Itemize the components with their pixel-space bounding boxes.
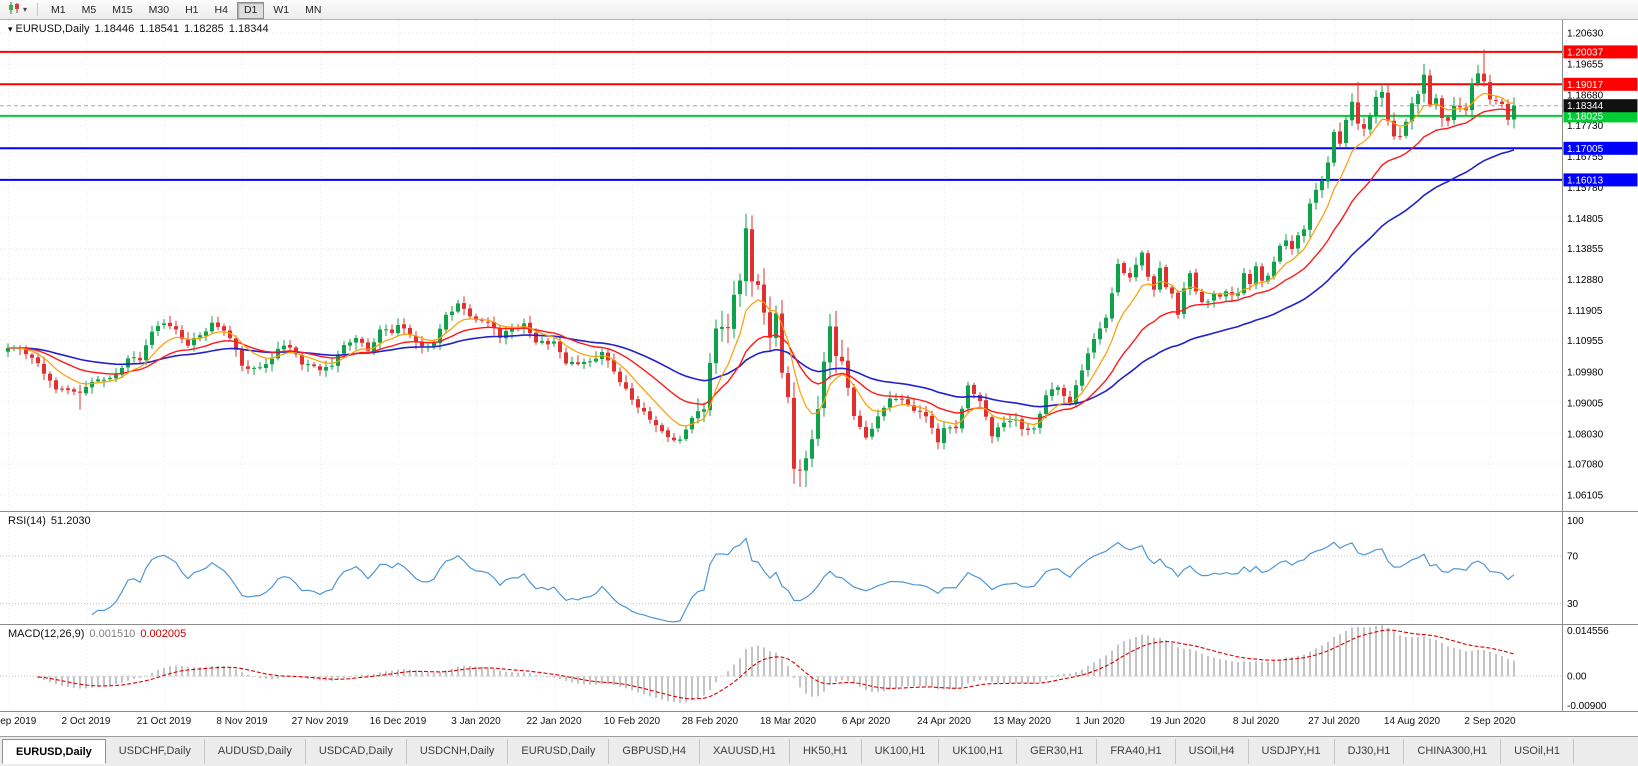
timeframe-button-d1[interactable]: D1 [236, 1, 265, 19]
ma-slow-line [8, 149, 1515, 408]
date-tick-label: 21 Oct 2019 [136, 716, 192, 727]
timeframe-button-w1[interactable]: W1 [266, 2, 296, 19]
svg-text:1.18025: 1.18025 [1567, 111, 1604, 122]
date-tick-label: 8 Jul 2020 [1232, 716, 1280, 727]
timeframe-button-m1[interactable]: M1 [44, 2, 73, 19]
svg-text:30: 30 [1567, 599, 1579, 610]
date-tick-label: 16 Dec 2019 [369, 716, 427, 727]
svg-text:1.08030: 1.08030 [1567, 429, 1604, 440]
date-tick-label: 13 May 2020 [993, 716, 1051, 727]
toolbar-divider [37, 3, 39, 16]
chart-tab-6[interactable]: GBPUSD,H4 [609, 739, 700, 764]
chart-tab-10[interactable]: UK100,H1 [939, 739, 1018, 764]
svg-text:100: 100 [1567, 516, 1584, 527]
rsi-indicator-panel[interactable]: 100 70 30 RSI(14) 51.2030 [0, 512, 1638, 625]
macd-indicator-panel[interactable]: 0.014556 0.00 -0.00900 MACD(12,26,9) 0.0015… [0, 625, 1638, 712]
svg-text:1.06105: 1.06105 [1567, 491, 1604, 502]
chart-tabs-bar: EURUSD,Daily USDCHF,Daily AUDUSD,Daily USDC… [0, 736, 1638, 766]
svg-text:1.07080: 1.07080 [1567, 460, 1604, 471]
chart-tab-9[interactable]: UK100,H1 [862, 739, 940, 764]
main-chart-panel[interactable]: 1.20630 1.19655 1.18680 1.17730 1.16755 1.157… [0, 20, 1638, 512]
chart-tab-13[interactable]: USOil,H4 [1176, 739, 1249, 764]
svg-text:1.19655: 1.19655 [1567, 60, 1604, 71]
timeframe-button-mn[interactable]: MN [298, 2, 328, 19]
date-tick-label: 18 Mar 2020 [759, 716, 817, 727]
svg-text:1.14805: 1.14805 [1567, 214, 1604, 225]
chart-tab-11[interactable]: GER30,H1 [1017, 739, 1098, 764]
date-tick-label: 6 Apr 2020 [841, 716, 891, 727]
date-tick-label: 27 Nov 2019 [291, 716, 349, 727]
timeframe-button-h1[interactable]: H1 [178, 2, 205, 19]
date-tick-label: 2 Oct 2019 [61, 716, 111, 727]
chart-type-dropdown-button[interactable]: ▾ [3, 1, 32, 19]
ma-fast-line [7, 92, 1515, 427]
svg-text:1.19017: 1.19017 [1567, 80, 1604, 91]
date-tick-label: 24 Apr 2020 [917, 716, 971, 727]
svg-text:1.10955: 1.10955 [1567, 336, 1604, 347]
date-tick-label: 2 Sep 2020 [1464, 716, 1516, 727]
date-tick-label: 22 Jan 2020 [526, 716, 582, 727]
timeframe-toolbar: ▾ M1 M5 M15 M30 H1 H4 D1 W1 MN [0, 0, 1638, 20]
svg-text:1.09980: 1.09980 [1567, 367, 1604, 378]
rsi-line [91, 537, 1515, 623]
candlestick-chart-icon [8, 1, 21, 19]
price-axis[interactable]: 1.20630 1.19655 1.18680 1.17730 1.16755 1.157… [1563, 29, 1638, 502]
svg-text:0.00: 0.00 [1567, 672, 1587, 683]
svg-text:1.18680: 1.18680 [1567, 91, 1604, 102]
chart-tab-5[interactable]: EURUSD,Daily [508, 739, 610, 764]
macd-histogram [37, 625, 1515, 703]
svg-text:1.20630: 1.20630 [1567, 29, 1604, 40]
svg-text:1.17005: 1.17005 [1567, 144, 1604, 155]
svg-text:1.17730: 1.17730 [1567, 121, 1604, 132]
date-tick-label: 10 Feb 2020 [603, 716, 661, 727]
date-tick-label: 3 Jan 2020 [451, 716, 501, 727]
ma-mid-line [8, 108, 1515, 420]
chart-tab-1[interactable]: USDCHF,Daily [106, 739, 205, 764]
svg-text:1.12880: 1.12880 [1567, 275, 1604, 286]
macd-signal-line [37, 629, 1515, 700]
date-tick-label: 28 Feb 2020 [681, 716, 739, 727]
date-tick-label: 8 Nov 2019 [216, 716, 268, 727]
chart-tab-17[interactable]: USOil,H1 [1501, 739, 1574, 764]
svg-text:1.18344: 1.18344 [1567, 101, 1604, 112]
svg-text:1.13855: 1.13855 [1567, 244, 1604, 255]
date-tick-label: 13 Sep 2019 [0, 716, 37, 727]
svg-text:-0.00900: -0.00900 [1567, 701, 1607, 712]
chart-tab-8[interactable]: HK50,H1 [790, 739, 862, 764]
chart-tab-15[interactable]: DJ30,H1 [1335, 739, 1405, 764]
timeframe-button-m5[interactable]: M5 [75, 2, 104, 19]
date-tick-label: 1 Jun 2020 [1075, 716, 1125, 727]
date-tick-label: 19 Jun 2020 [1150, 716, 1206, 727]
svg-text:1.09005: 1.09005 [1567, 398, 1604, 409]
svg-text:1.20037: 1.20037 [1567, 47, 1604, 58]
timeframe-button-h4[interactable]: H4 [208, 2, 235, 19]
svg-text:0.014556: 0.014556 [1567, 626, 1609, 637]
svg-text:1.15780: 1.15780 [1567, 183, 1604, 194]
chart-tab-16[interactable]: CHINA300,H1 [1404, 739, 1502, 764]
candlesticks [6, 49, 1516, 488]
chart-tab-12[interactable]: FRA40,H1 [1097, 739, 1176, 764]
timeframe-buttons: M1 M5 M15 M30 H1 H4 D1 W1 MN [43, 0, 329, 19]
chart-tab-4[interactable]: USDCNH,Daily [407, 739, 509, 764]
chart-tab-14[interactable]: USDJPY,H1 [1249, 739, 1335, 764]
svg-text:1.16755: 1.16755 [1567, 152, 1604, 163]
time-axis: 13 Sep 2019 2 Oct 2019 21 Oct 2019 8 Nov 20… [0, 712, 1638, 736]
timeframe-button-m30[interactable]: M30 [142, 2, 176, 19]
chart-tab-3[interactable]: USDCAD,Daily [306, 739, 407, 764]
timeframe-button-m15[interactable]: M15 [105, 2, 139, 19]
chart-tab-0[interactable]: EURUSD,Daily [2, 739, 106, 764]
svg-text:1.11905: 1.11905 [1567, 306, 1603, 317]
svg-text:70: 70 [1567, 552, 1579, 563]
svg-text:1.16013: 1.16013 [1567, 175, 1604, 186]
chart-tab-7[interactable]: XAUUSD,H1 [700, 739, 790, 764]
date-tick-label: 27 Jul 2020 [1308, 716, 1360, 727]
chart-tab-2[interactable]: AUDUSD,Daily [205, 739, 306, 764]
chevron-down-icon: ▾ [23, 5, 28, 14]
date-tick-label: 14 Aug 2020 [1383, 716, 1441, 727]
